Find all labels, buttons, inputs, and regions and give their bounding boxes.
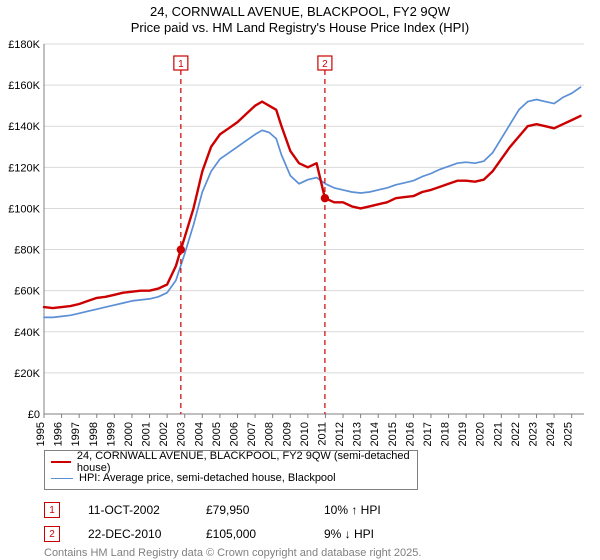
sale-row: 2 22-DEC-2010 £105,000 9% ↓ HPI: [44, 526, 564, 542]
x-tick-label: 2020: [475, 422, 487, 446]
y-tick-label: £0: [28, 409, 40, 421]
x-tick-label: 2005: [211, 422, 223, 446]
x-tick-label: 2010: [299, 422, 311, 446]
x-tick-label: 2012: [334, 422, 346, 446]
y-tick-label: £100K: [8, 203, 40, 215]
y-tick-label: £120K: [8, 162, 40, 174]
x-tick-label: 2013: [352, 422, 364, 446]
sale-marker-label: 2: [322, 59, 328, 70]
legend-label: HPI: Average price, semi-detached house,…: [79, 472, 336, 484]
y-tick-label: £60K: [14, 286, 40, 298]
x-tick-label: 1996: [53, 422, 65, 446]
legend-swatch: [51, 461, 71, 463]
x-tick-label: 1998: [88, 422, 100, 446]
x-tick-label: 2002: [158, 422, 170, 446]
y-tick-label: £20K: [14, 368, 40, 380]
x-tick-label: 1995: [35, 422, 47, 446]
series-line: [44, 102, 581, 309]
x-tick-label: 2008: [264, 422, 276, 446]
x-tick-label: 2022: [510, 422, 522, 446]
sale-marker-label: 1: [178, 59, 184, 70]
x-tick-label: 2011: [316, 422, 328, 446]
sale-delta: 10% ↑ HPI: [324, 503, 414, 517]
x-tick-label: 2004: [193, 422, 205, 446]
x-tick-label: 2006: [228, 422, 240, 446]
sale-price: £79,950: [206, 503, 296, 517]
x-tick-label: 2025: [563, 422, 575, 446]
legend-swatch: [51, 478, 73, 479]
x-tick-label: 2007: [246, 422, 258, 446]
sale-delta: 9% ↓ HPI: [324, 527, 414, 541]
y-tick-label: £40K: [14, 327, 40, 339]
sale-dot: [177, 245, 185, 253]
attribution-line1: Contains HM Land Registry data © Crown c…: [44, 547, 564, 560]
y-tick-label: £160K: [8, 80, 40, 92]
legend-row: 24, CORNWALL AVENUE, BLACKPOOL, FY2 9QW …: [51, 454, 411, 470]
sales-table: 1 11-OCT-2002 £79,950 10% ↑ HPI 2 22-DEC-2010…: [44, 494, 564, 542]
sale-date: 22-DEC-2010: [88, 527, 178, 541]
x-tick-label: 2009: [281, 422, 293, 446]
x-tick-label: 2003: [176, 422, 188, 446]
y-tick-label: £80K: [14, 245, 40, 257]
x-tick-label: 2000: [123, 422, 135, 446]
x-tick-label: 2019: [457, 422, 469, 446]
x-tick-label: 1997: [70, 422, 82, 446]
sale-marker-box: 1: [44, 502, 60, 518]
sale-date: 11-OCT-2002: [88, 503, 178, 517]
x-tick-label: 2024: [545, 422, 557, 446]
x-tick-label: 2017: [422, 422, 434, 446]
y-tick-label: £180K: [8, 39, 40, 51]
attribution: Contains HM Land Registry data © Crown c…: [44, 547, 564, 560]
x-tick-label: 2014: [369, 422, 381, 446]
y-tick-label: £140K: [8, 121, 40, 133]
x-tick-label: 2018: [440, 422, 452, 446]
sale-price: £105,000: [206, 527, 296, 541]
x-tick-label: 2023: [528, 422, 540, 446]
x-tick-label: 2015: [387, 422, 399, 446]
x-tick-label: 2021: [492, 422, 504, 446]
sale-marker-box: 2: [44, 526, 60, 542]
legend-label: 24, CORNWALL AVENUE, BLACKPOOL, FY2 9QW …: [77, 450, 411, 474]
series-line: [44, 87, 581, 317]
sale-row: 1 11-OCT-2002 £79,950 10% ↑ HPI: [44, 502, 564, 518]
price-chart: £0 £20K £40K £60K £80K £100K £120K £140K £160K £1…: [0, 0, 600, 448]
x-tick-label: 1999: [105, 422, 117, 446]
x-tick-label: 2001: [141, 422, 153, 446]
sale-dot: [321, 194, 329, 202]
x-tick-label: 2016: [404, 422, 416, 446]
legend: 24, CORNWALL AVENUE, BLACKPOOL, FY2 9QW …: [44, 450, 418, 490]
